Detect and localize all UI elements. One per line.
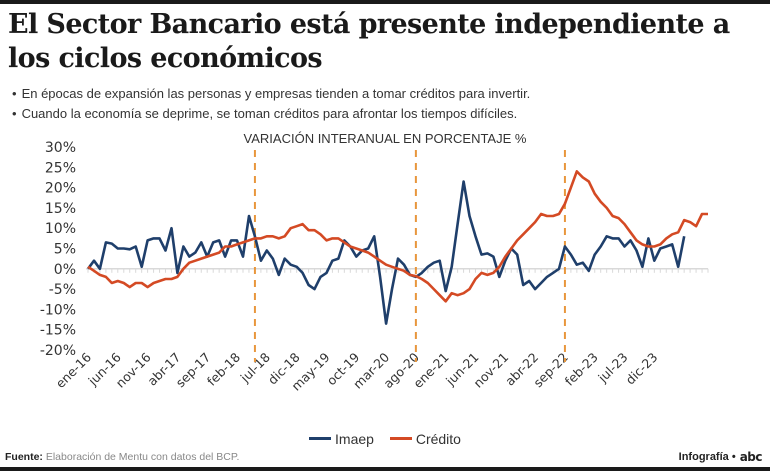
credit: Infografía • abc [678, 450, 763, 464]
x-tick-label: feb-23 [562, 350, 601, 389]
series-line-imaep [86, 180, 686, 325]
y-tick-label: 0% [54, 262, 76, 278]
y-tick-label: -20% [40, 343, 76, 359]
y-tick-label: -10% [40, 302, 76, 318]
source-label: Fuente: [5, 451, 43, 463]
bullet-item: • Cuando la economía se deprime, se toman… [12, 104, 530, 124]
source-text: Elaboración de Mentu con datos del BCP. [45, 451, 240, 463]
y-tick-label: 5% [54, 242, 76, 258]
series-line-credito [87, 170, 708, 303]
line-chart: 30%25%20%15%10%5%0%-5%-10%-15%-20% ene-1… [40, 140, 709, 394]
legend-label-credito: Crédito [415, 430, 461, 447]
bullet-dot-icon: • [12, 86, 17, 101]
legend-item-credito: Crédito [389, 430, 461, 447]
y-tick-label: 25% [45, 160, 76, 176]
series-group [86, 170, 708, 325]
abc-logo-icon: abc [739, 450, 763, 464]
legend: Imaep Crédito [0, 427, 770, 447]
bullet-text: Cuando la economía se deprime, se toman … [21, 106, 518, 121]
y-tick-label: -5% [49, 282, 76, 298]
legend-label-imaep: Imaep [335, 430, 374, 447]
legend-swatch-credito [389, 437, 412, 440]
page-title: El Sector Bancario está presente indepen… [8, 9, 730, 74]
credit-label: Infografía • [678, 451, 736, 463]
y-tick-label: 20% [45, 181, 76, 197]
bullet-dot-icon: • [12, 106, 17, 121]
legend-swatch-imaep [309, 437, 332, 440]
y-tick-label: 10% [45, 221, 76, 237]
x-tick-label: feb-18 [204, 349, 243, 388]
y-tick-label: -15% [40, 323, 76, 339]
top-border [0, 0, 770, 4]
bullet-list: • En épocas de expansión las personas y e… [12, 84, 530, 124]
y-axis: 30% 25% 20% 15% 10% 5% 0% -5% -10% -15% -20% [40, 140, 76, 359]
y-tick-label: 15% [45, 201, 76, 217]
source-note: Fuente: Elaboración de Mentu con datos d… [5, 451, 239, 463]
x-tick-label: dic-23 [622, 350, 660, 388]
reference-lines [253, 150, 566, 362]
y-tick-label: 30% [45, 140, 76, 156]
bullet-text: En épocas de expansión las personas y em… [21, 86, 531, 101]
bullet-item: • En épocas de expansión las personas y e… [12, 84, 530, 104]
bottom-border [0, 467, 770, 471]
chart-title: VARIACIÓN INTERANUAL EN PORCENTAJE % [243, 131, 527, 146]
legend-item-imaep: Imaep [309, 431, 374, 447]
